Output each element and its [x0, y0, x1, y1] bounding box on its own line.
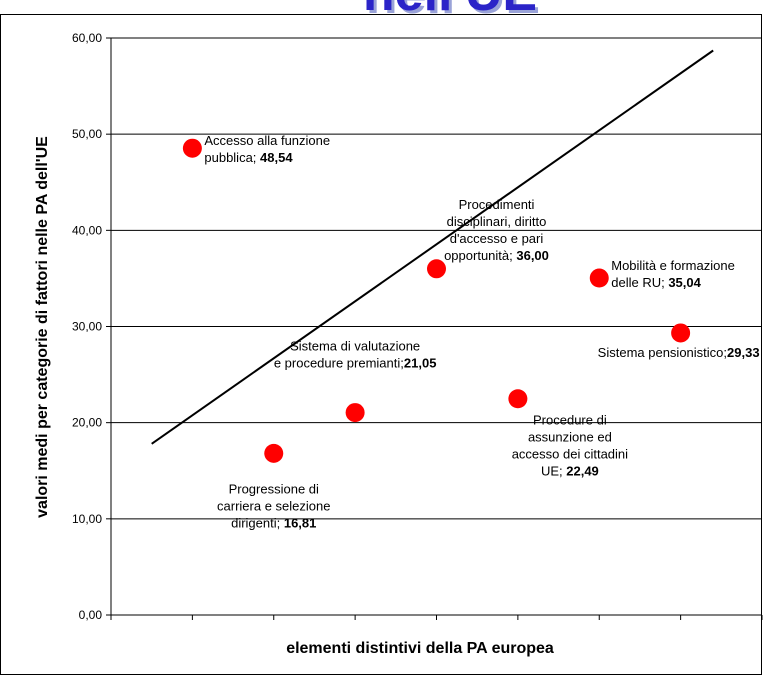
data-label: Sistema pensionistico;29,33 — [598, 345, 760, 360]
y-tick-label: 30,00 — [72, 320, 102, 334]
y-axis-label: valori medi per categorie di fattori nel… — [34, 136, 51, 518]
data-point — [264, 443, 284, 463]
y-tick-label: 40,00 — [72, 223, 102, 237]
data-point — [182, 138, 202, 158]
trendline — [151, 49, 714, 445]
data-labels: Accesso alla funzione pubblica; 48,54 Prog… — [204, 133, 759, 530]
banner-title: nell'UE — [300, 0, 600, 16]
y-tick-label: 10,00 — [72, 512, 102, 526]
data-point — [671, 323, 691, 343]
data-point — [508, 389, 528, 409]
x-tick-marks — [110, 615, 763, 620]
data-points — [182, 138, 691, 463]
data-label: Sistema di valutazione e procedure premia… — [274, 339, 437, 371]
y-tick-label: 50,00 — [72, 127, 102, 141]
data-label: Mobilità e formazione delle RU; 35,04 — [611, 258, 735, 290]
data-label: Progressione di carriera e selezione dirig… — [217, 481, 330, 530]
y-tick-label: 0,00 — [79, 608, 103, 622]
y-tick-labels: 0,00 10,00 20,00 30,00 40,00 50,00 60,00 — [72, 31, 111, 622]
data-point — [345, 403, 365, 423]
data-label: Procedure di assunzione ed accesso dei cit… — [512, 413, 628, 479]
x-axis-label: elementi distintivi della PA europea — [286, 640, 554, 657]
gridlines — [111, 37, 762, 520]
data-label: Accesso alla funzione pubblica; 48,54 — [204, 133, 330, 165]
y-tick-label: 60,00 — [72, 31, 102, 45]
y-tick-label: 20,00 — [72, 416, 102, 430]
data-point — [427, 259, 446, 279]
data-label: Procedimenti disciplinari, diritto d'acces… — [444, 197, 549, 263]
chart-border — [0, 14, 762, 675]
data-point — [589, 268, 609, 288]
